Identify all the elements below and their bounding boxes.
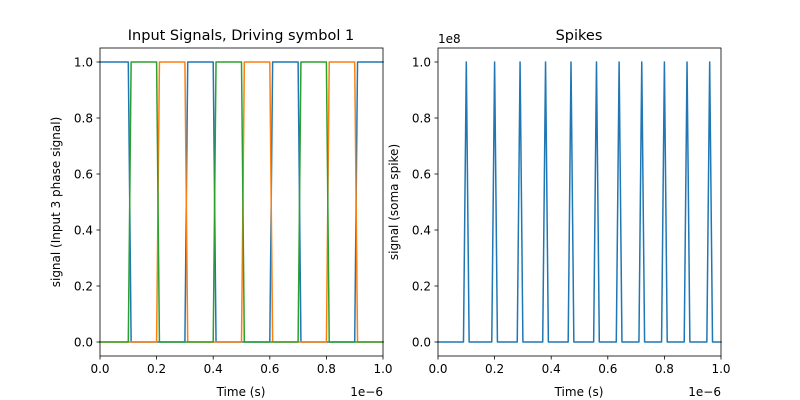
input-signals-x-tick-label: 0.4 bbox=[204, 362, 223, 376]
input-signals-y-tick-label: 1.0 bbox=[74, 55, 93, 69]
input-signals-axes-frame bbox=[99, 47, 384, 357]
input-signals-series-line-2 bbox=[99, 61, 384, 343]
input-signals-x-ticks: 0.0 0.2 0.4 0.6 0.8 1.0 bbox=[90, 356, 393, 376]
spikes-x-tick-label: 1.0 bbox=[711, 362, 730, 376]
input-signals-y-tick-label: 0.2 bbox=[74, 279, 93, 293]
input-signals-title: Input Signals, Driving symbol 1 bbox=[128, 28, 354, 44]
input-signals-plot-area bbox=[99, 61, 384, 343]
spikes-plot-area bbox=[437, 61, 722, 343]
input-signals-y-tick-label: 0.0 bbox=[74, 335, 93, 349]
input-signals-y-ticks: 0.0 0.2 0.4 0.6 0.8 1.0 bbox=[74, 55, 100, 349]
input-signals-y-tick-label: 0.8 bbox=[74, 111, 93, 125]
input-signals-x-tick-label: 0.8 bbox=[317, 362, 336, 376]
input-signals-x-offset-label: 1e−6 bbox=[350, 385, 383, 399]
input-signals-series-line-3 bbox=[99, 61, 384, 343]
spikes-x-tick-label: 0.4 bbox=[542, 362, 561, 376]
input-signals-y-axis-label: signal (Input 3 phase signal) bbox=[49, 117, 63, 288]
input-signals-y-tick-label: 0.4 bbox=[74, 223, 93, 237]
spikes-title: Spikes bbox=[556, 28, 603, 44]
input-signals-x-tick-label: 0.0 bbox=[90, 362, 109, 376]
spikes-x-tick-label: 0.6 bbox=[598, 362, 617, 376]
input-signals-x-tick-label: 1.0 bbox=[373, 362, 392, 376]
spikes-y-ticks: 0.0 0.2 0.4 0.6 0.8 1.0 bbox=[412, 55, 438, 349]
spikes-y-tick-label: 1.0 bbox=[412, 55, 431, 69]
input-signals-panel: Input Signals, Driving symbol 1 0.0 0.2 0.… bbox=[49, 28, 393, 399]
spikes-y-axis-label: signal (soma spike) bbox=[387, 144, 401, 260]
spikes-y-tick-label: 0.8 bbox=[412, 111, 431, 125]
spikes-panel: Spikes 0.0 0.2 0.4 0.6 0.8 1.0 0.00.20.40.60.… bbox=[387, 28, 731, 399]
spikes-y-tick-label: 0.0 bbox=[412, 335, 431, 349]
spikes-y-offset-label: 1e8 bbox=[438, 32, 461, 46]
spikes-x-ticks: 0.0 0.2 0.4 0.6 0.8 1.0 bbox=[428, 356, 731, 376]
spikes-y-tick-label: 0.6 bbox=[412, 167, 431, 181]
input-signals-x-axis-label: Time (s) bbox=[216, 385, 266, 399]
input-signals-y-tick-label: 0.6 bbox=[74, 167, 93, 181]
spikes-x-axis-label: Time (s) bbox=[554, 385, 604, 399]
spikes-x-tick-label: 0.8 bbox=[655, 362, 674, 376]
spikes-x-offset-label: 1e−6 bbox=[688, 385, 721, 399]
spikes-y-tick-label: 0.4 bbox=[412, 223, 431, 237]
spikes-x-tick-label: 0.2 bbox=[485, 362, 504, 376]
input-signals-x-tick-label: 0.6 bbox=[260, 362, 279, 376]
spikes-series-line-1 bbox=[437, 61, 722, 343]
spikes-axes-frame bbox=[437, 47, 722, 357]
input-signals-x-tick-label: 0.2 bbox=[147, 362, 166, 376]
spikes-x-tick-label: 0.0 bbox=[428, 362, 447, 376]
spikes-y-tick-label: 0.2 bbox=[412, 279, 431, 293]
